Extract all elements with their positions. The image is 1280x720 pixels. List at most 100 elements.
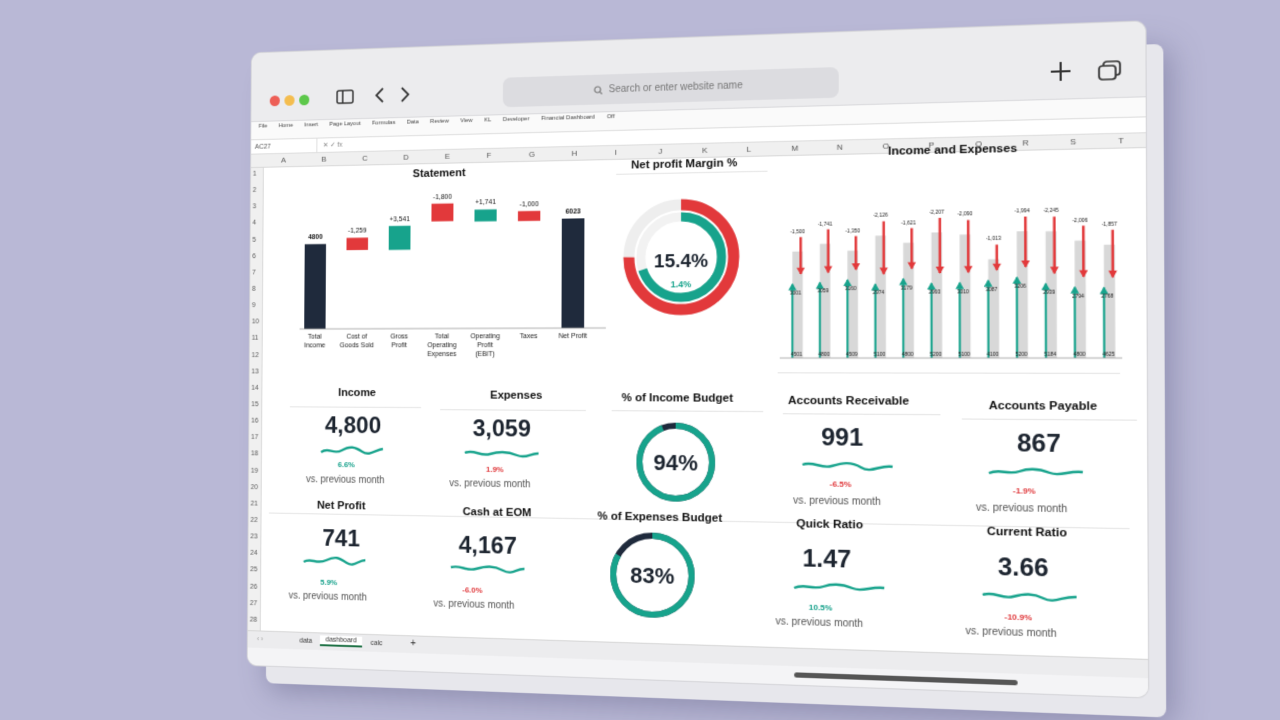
column-header-M[interactable]: M <box>791 144 798 153</box>
row-header-12[interactable]: 12 <box>252 352 259 359</box>
row-header-20[interactable]: 20 <box>251 484 258 491</box>
row-header-6[interactable]: 6 <box>252 253 256 260</box>
row-header-24[interactable]: 24 <box>250 550 257 557</box>
net-profit-title: Net Profit <box>317 500 365 513</box>
prev-sheet-icon[interactable]: ‹ › <box>251 635 268 644</box>
row-header-14[interactable]: 14 <box>251 385 258 392</box>
ribbon-tab-1[interactable]: Home <box>278 123 293 133</box>
cash-title: Cash at EOM <box>463 506 532 519</box>
row-header-8[interactable]: 8 <box>252 286 256 293</box>
ribbon-tab-3[interactable]: Page Layout <box>329 121 360 132</box>
ribbon-tab-5[interactable]: Data <box>407 119 419 129</box>
address-bar[interactable]: Search or enter website name <box>503 67 839 107</box>
column-header-A[interactable]: A <box>281 156 286 165</box>
cash-sub: vs. previous month <box>433 598 514 611</box>
sheet-tab-data[interactable]: data <box>294 636 318 646</box>
close-window-button[interactable] <box>270 95 280 106</box>
ie-net-label: 3087 <box>985 287 997 294</box>
ribbon-tab-6[interactable]: Review <box>430 119 449 129</box>
column-header-C[interactable]: C <box>362 154 367 163</box>
sheet-tab-calc[interactable]: calc <box>365 639 388 649</box>
forward-icon[interactable] <box>398 85 411 109</box>
ribbon-tab-10[interactable]: Financial Dashboard <box>541 115 595 126</box>
column-header-D[interactable]: D <box>403 153 409 162</box>
row-header-10[interactable]: 10 <box>252 319 259 326</box>
ie-expense-label: -1,857 <box>1101 221 1117 228</box>
row-header-28[interactable]: 28 <box>250 616 257 623</box>
function-icon[interactable]: ✕ ✓ fx <box>317 141 342 149</box>
ribbon-tab-9[interactable]: Developer <box>503 116 530 127</box>
expenses-title: Expenses <box>490 390 542 402</box>
back-icon[interactable] <box>373 85 386 109</box>
row-header-5[interactable]: 5 <box>252 237 256 244</box>
tabs-overview-icon[interactable] <box>1097 58 1124 86</box>
column-header-I[interactable]: I <box>615 148 617 157</box>
row-header-18[interactable]: 18 <box>251 451 258 458</box>
ribbon-tab-7[interactable]: View <box>460 118 472 128</box>
row-header-11[interactable]: 11 <box>252 335 259 342</box>
column-header-S[interactable]: S <box>1070 137 1076 147</box>
quick-ratio-sparkline <box>792 580 886 597</box>
row-header-1[interactable]: 1 <box>253 171 257 178</box>
row-header-7[interactable]: 7 <box>252 269 256 276</box>
ribbon-tab-4[interactable]: Formulas <box>372 120 396 130</box>
row-header-23[interactable]: 23 <box>250 534 257 541</box>
ie-expense-label: -2,207 <box>929 209 944 216</box>
ribbon-tab-0[interactable]: File <box>259 124 268 134</box>
ie-net-label: 3179 <box>901 285 913 291</box>
minimize-window-button[interactable] <box>284 95 294 106</box>
ie-income-label: 5200 <box>1015 352 1027 358</box>
statement-category-label: Profit <box>477 342 493 349</box>
ribbon-tab-11[interactable]: Off <box>607 114 615 124</box>
plus-icon[interactable] <box>1049 60 1073 88</box>
row-header-27[interactable]: 27 <box>250 600 257 607</box>
income-expenses-title: Income and Expenses <box>888 143 1017 158</box>
browser-window: Search or enter website name File Home Ins… <box>248 21 1149 697</box>
row-header-19[interactable]: 19 <box>251 467 258 474</box>
statement-category-label: Operating <box>470 333 500 340</box>
column-header-J[interactable]: J <box>658 147 662 156</box>
cash-value: 4,167 <box>459 532 517 561</box>
row-header-9[interactable]: 9 <box>252 302 256 309</box>
expenses-value: 3,059 <box>473 415 531 443</box>
expenses-sub: vs. previous month <box>449 478 530 490</box>
maximize-window-button[interactable] <box>299 95 309 106</box>
column-header-E[interactable]: E <box>445 152 450 161</box>
row-header-17[interactable]: 17 <box>251 434 258 441</box>
expenses-budget-value: 83% <box>630 563 674 589</box>
row-header-15[interactable]: 15 <box>251 401 258 408</box>
statement-category-label: Taxes <box>520 333 538 340</box>
statement-bar <box>304 244 326 329</box>
column-header-G[interactable]: G <box>529 150 535 159</box>
sidebar-toggle-icon[interactable] <box>336 88 355 110</box>
statement-data-label: +1,741 <box>475 199 496 206</box>
row-header-13[interactable]: 13 <box>251 368 258 375</box>
column-header-B[interactable]: B <box>321 155 326 164</box>
column-header-R[interactable]: R <box>1022 138 1028 148</box>
quick-ratio-sub: vs. previous month <box>776 616 864 630</box>
row-header-25[interactable]: 25 <box>250 567 257 574</box>
column-header-L[interactable]: L <box>747 145 752 154</box>
horizontal-scrollbar[interactable] <box>794 672 1017 685</box>
column-header-N[interactable]: N <box>837 143 843 152</box>
current-ratio-change: -10.9% <box>1004 612 1032 622</box>
row-header-21[interactable]: 21 <box>251 500 258 507</box>
current-ratio-sparkline <box>981 588 1079 605</box>
column-header-K[interactable]: K <box>702 146 707 155</box>
column-header-T[interactable]: T <box>1118 136 1123 146</box>
ribbon-tab-2[interactable]: Insert <box>304 122 318 132</box>
column-header-F[interactable]: F <box>487 151 492 160</box>
ribbon-tab-8[interactable]: KL <box>484 117 491 127</box>
sheet-tab-dashboard[interactable]: dashboard <box>320 635 362 647</box>
row-header-4[interactable]: 4 <box>252 220 256 227</box>
column-header-H[interactable]: H <box>572 149 578 158</box>
row-header-26[interactable]: 26 <box>250 583 257 590</box>
statement-bar <box>474 209 496 221</box>
row-header-22[interactable]: 22 <box>250 517 257 524</box>
add-sheet-icon[interactable]: + <box>405 637 422 650</box>
row-header-2[interactable]: 2 <box>253 187 257 194</box>
name-box[interactable]: AC27 <box>251 139 317 154</box>
row-header-3[interactable]: 3 <box>253 204 257 211</box>
row-header-16[interactable]: 16 <box>251 418 258 425</box>
ie-income-label: 4800 <box>902 352 914 358</box>
